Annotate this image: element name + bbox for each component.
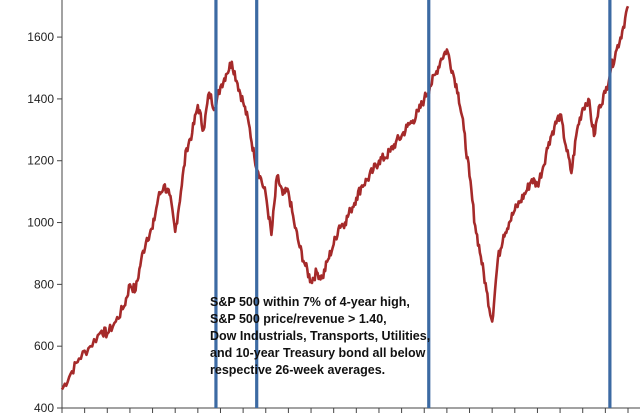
- y-tick-label: 600: [34, 339, 54, 353]
- axes: [61, 0, 640, 409]
- annotation-line-3: Dow Industrials, Transports, Utilities,: [210, 329, 430, 343]
- series-layer: [60, 5, 630, 391]
- series-line-0: [60, 5, 630, 391]
- annotation-line-5: respective 26-week averages.: [210, 363, 385, 377]
- annotation: S&P 500 within 7% of 4-year high, S&P 500…: [210, 295, 430, 377]
- y-tick-label: 1600: [27, 30, 54, 44]
- y-tick-label: 800: [34, 277, 54, 291]
- y-axis-ticks: 400 600 800 1000 1200 1400 1600: [27, 30, 62, 415]
- y-tick-label: 1000: [27, 216, 54, 230]
- annotation-line-1: S&P 500 within 7% of 4-year high,: [210, 295, 410, 309]
- vertical-markers: [214, 0, 612, 408]
- annotation-line-4: and 10-year Treasury bond all below: [210, 346, 426, 360]
- y-tick-label: 400: [34, 401, 54, 415]
- x-axis-ticks: [61, 408, 629, 413]
- annotation-line-2: S&P 500 price/revenue > 1.40,: [210, 312, 387, 326]
- y-tick-label: 1400: [27, 92, 54, 106]
- y-tick-label: 1200: [27, 154, 54, 168]
